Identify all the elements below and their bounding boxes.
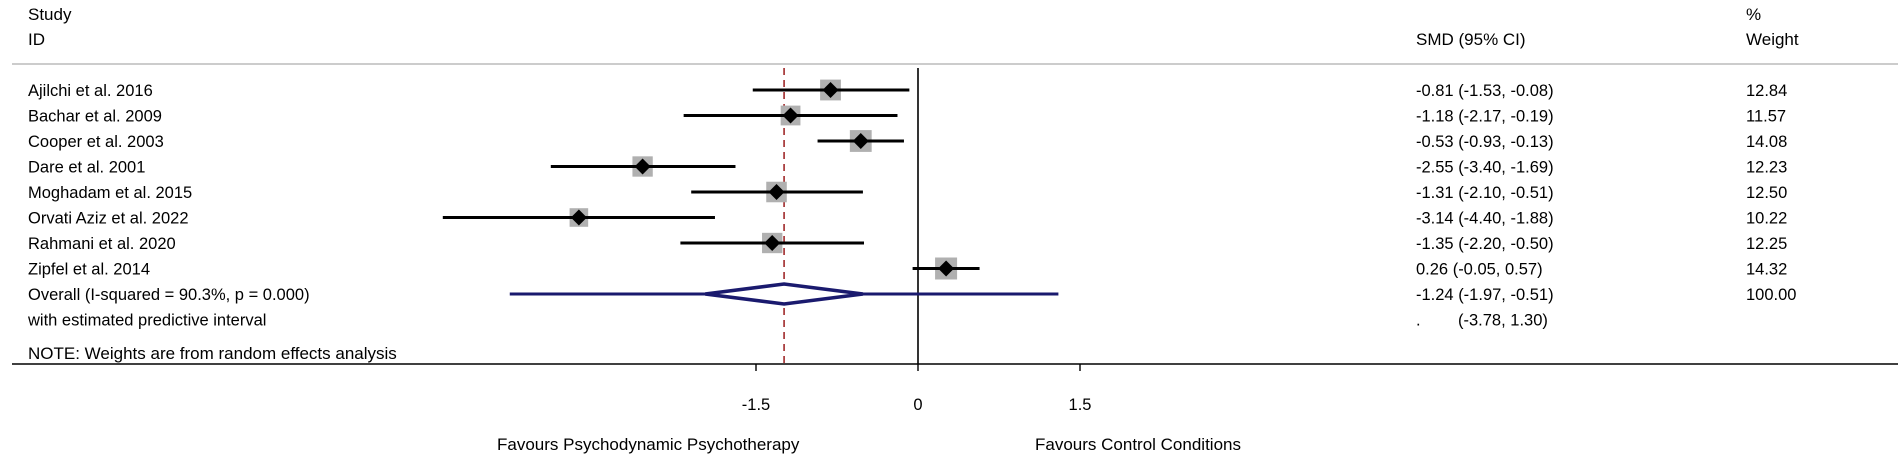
header-study: Study: [28, 5, 72, 24]
x-tick-label: 0: [913, 396, 922, 414]
study-label: Rahmani et al. 2020: [28, 235, 176, 253]
overall-summary: Overall (I-squared = 90.3%, p = 0.000) -1…: [27, 282, 1796, 330]
study-ci-text: -1.31 (-2.10, -0.51): [1416, 184, 1554, 202]
study-row: Bachar et al. 2009 -1.18 (-2.17, -0.19) 11…: [28, 105, 1786, 126]
x-tick-label: -1.5: [742, 396, 770, 414]
study-label: Bachar et al. 2009: [28, 108, 162, 126]
study-row: Zipfel et al. 2014 0.26 (-0.05, 0.57) 14.3…: [28, 257, 1787, 280]
study-weight-text: 12.23: [1746, 159, 1787, 177]
header-percent: %: [1746, 5, 1761, 24]
study-weight-text: 10.22: [1746, 210, 1787, 228]
point-estimate-marker: [570, 209, 587, 226]
study-ci-text: 0.26 (-0.05, 0.57): [1416, 261, 1543, 279]
study-weight-text: 12.84: [1746, 82, 1787, 100]
favours-right-label: Favours Control Conditions: [1035, 435, 1241, 454]
study-row: Dare et al. 2001 -2.55 (-3.40, -1.69) 12.2…: [28, 156, 1787, 177]
study-rows: Ajilchi et al. 2016 -0.81 (-1.53, -0.08) 1…: [28, 79, 1787, 280]
overall-label: Overall (I-squared = 90.3%, p = 0.000): [28, 286, 310, 304]
predictive-ci-text: (-3.78, 1.30): [1458, 312, 1548, 330]
overall-weight-text: 100.00: [1746, 286, 1796, 304]
study-weight-text: 11.57: [1746, 108, 1786, 126]
study-ci-text: -0.81 (-1.53, -0.08): [1416, 82, 1554, 100]
study-row: Cooper et al. 2003 -0.53 (-0.93, -0.13) 14…: [28, 130, 1787, 152]
x-axis-ticks: -1.5 0 1.5: [742, 364, 1092, 414]
header-smd: SMD (95% CI): [1416, 30, 1526, 49]
overall-diamond: [705, 282, 864, 306]
study-label: Dare et al. 2001: [28, 159, 145, 177]
overall-ci-text: -1.24 (-1.97, -0.51): [1416, 286, 1554, 304]
study-ci-text: -0.53 (-0.93, -0.13): [1416, 133, 1554, 151]
x-tick-label: 1.5: [1069, 396, 1092, 414]
point-estimate-marker: [822, 82, 839, 98]
weights-note: NOTE: Weights are from random effects an…: [28, 344, 397, 363]
study-ci-text: -1.18 (-2.17, -0.19): [1416, 108, 1554, 126]
point-estimate-marker: [938, 260, 955, 277]
study-label: Cooper et al. 2003: [28, 133, 164, 151]
point-estimate-marker: [852, 133, 869, 149]
favours-left-label: Favours Psychodynamic Psychotherapy: [497, 435, 800, 454]
point-estimate-marker: [764, 235, 781, 251]
study-label: Moghadam et al. 2015: [28, 184, 192, 202]
study-label: Zipfel et al. 2014: [28, 261, 150, 279]
study-row: Rahmani et al. 2020 -1.35 (-2.20, -0.50) 1…: [28, 232, 1787, 254]
study-weight-text: 12.50: [1746, 184, 1787, 202]
point-estimate-marker: [768, 184, 785, 200]
study-ci-text: -1.35 (-2.20, -0.50): [1416, 235, 1554, 253]
study-row: Orvati Aziz et al. 2022 -3.14 (-4.40, -1.…: [28, 208, 1787, 228]
study-weight-text: 14.32: [1746, 261, 1787, 279]
study-label: Ajilchi et al. 2016: [28, 82, 153, 100]
study-ci-text: -2.55 (-3.40, -1.69): [1416, 159, 1554, 177]
study-weight-text: 14.08: [1746, 133, 1787, 151]
study-label: Orvati Aziz et al. 2022: [28, 210, 189, 228]
predictive-dot: .: [1416, 312, 1421, 330]
header-id: ID: [28, 30, 45, 49]
point-estimate-marker: [782, 107, 799, 124]
header-weight: Weight: [1746, 30, 1799, 49]
point-estimate-marker: [634, 158, 651, 175]
study-row: Moghadam et al. 2015 -1.31 (-2.10, -0.51)…: [28, 181, 1787, 203]
predictive-label: with estimated predictive interval: [27, 312, 266, 330]
study-row: Ajilchi et al. 2016 -0.81 (-1.53, -0.08) 1…: [28, 79, 1787, 101]
study-weight-text: 12.25: [1746, 235, 1787, 253]
study-ci-text: -3.14 (-4.40, -1.88): [1416, 210, 1554, 228]
